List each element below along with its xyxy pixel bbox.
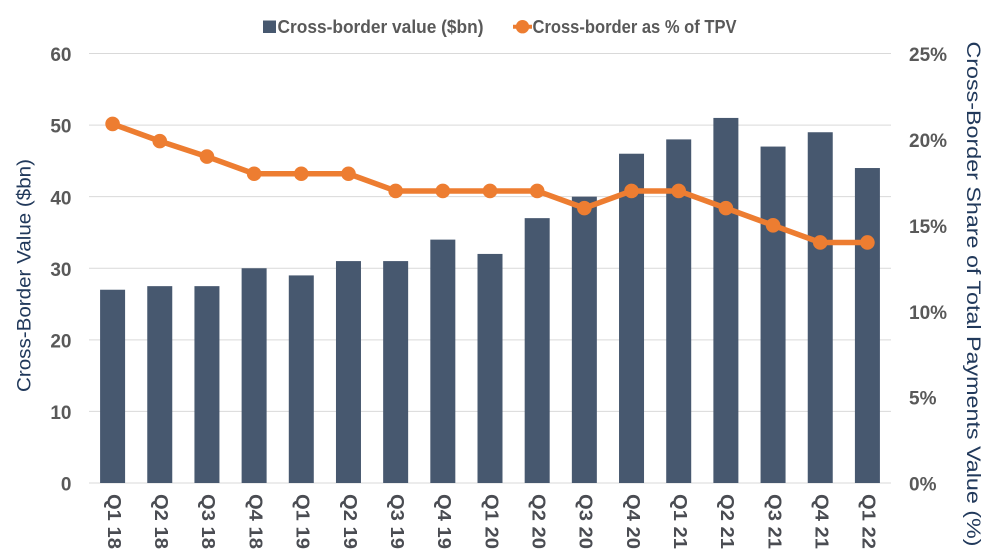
svg-text:0: 0 <box>61 475 72 496</box>
svg-text:Q4 19: Q4 19 <box>434 494 454 549</box>
svg-text:Q2 18: Q2 18 <box>151 494 171 549</box>
svg-text:25%: 25% <box>909 45 947 66</box>
svg-text:Q3 19: Q3 19 <box>387 494 407 549</box>
svg-text:Q1 19: Q1 19 <box>293 494 313 549</box>
svg-text:Cross-border value ($bn): Cross-border value ($bn) <box>278 17 484 37</box>
svg-text:Q4 20: Q4 20 <box>623 494 643 549</box>
svg-text:Q3 21: Q3 21 <box>764 494 784 549</box>
svg-text:20: 20 <box>50 331 71 352</box>
svg-text:10: 10 <box>50 403 71 424</box>
svg-text:30: 30 <box>50 260 71 281</box>
svg-text:40: 40 <box>50 188 71 209</box>
svg-text:Q2 21: Q2 21 <box>717 494 737 549</box>
svg-text:Q3 18: Q3 18 <box>198 494 218 549</box>
svg-text:Q1 20: Q1 20 <box>481 494 501 549</box>
svg-text:Q4 21: Q4 21 <box>812 494 832 549</box>
svg-text:0%: 0% <box>909 475 937 496</box>
svg-text:Q3 20: Q3 20 <box>576 494 596 549</box>
svg-text:60: 60 <box>50 45 71 66</box>
svg-text:Q1 22: Q1 22 <box>859 494 879 549</box>
svg-text:Cross-Border Value ($bn): Cross-Border Value ($bn) <box>15 159 36 392</box>
svg-text:15%: 15% <box>909 217 947 238</box>
svg-text:Cross-Border Share of Total Pa: Cross-Border Share of Total Payments Val… <box>962 42 983 547</box>
svg-text:Q2 20: Q2 20 <box>528 494 548 549</box>
svg-text:50: 50 <box>50 117 71 138</box>
svg-text:Q1 21: Q1 21 <box>670 494 690 549</box>
svg-text:Q4 18: Q4 18 <box>245 494 265 549</box>
svg-text:Cross-border as % of TPV: Cross-border as % of TPV <box>533 17 737 37</box>
svg-text:Q1 18: Q1 18 <box>104 494 124 549</box>
svg-text:5%: 5% <box>909 389 937 410</box>
svg-text:Q2 19: Q2 19 <box>340 494 360 549</box>
svg-text:10%: 10% <box>909 303 947 324</box>
svg-text:20%: 20% <box>909 131 947 152</box>
